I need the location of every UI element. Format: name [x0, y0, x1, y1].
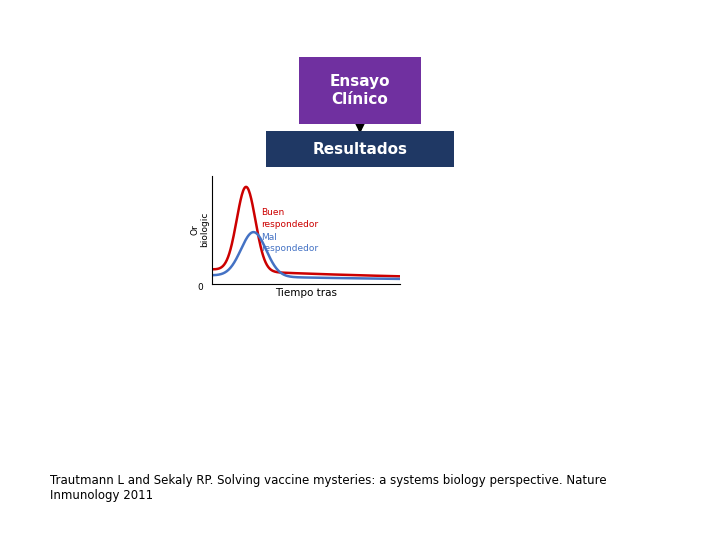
- X-axis label: Tiempo tras: Tiempo tras: [275, 288, 337, 298]
- Text: Trautmann L and Sekaly RP. Solving vaccine mysteries: a systems biology perspect: Trautmann L and Sekaly RP. Solving vacci…: [50, 474, 607, 502]
- Text: Ensayo
Clínico: Ensayo Clínico: [330, 74, 390, 106]
- Text: 0: 0: [197, 284, 203, 293]
- Y-axis label: Or
biologic: Or biologic: [190, 212, 210, 247]
- Text: respondedor: respondedor: [261, 220, 318, 228]
- Text: Resultados: Resultados: [312, 141, 408, 157]
- Text: Buen: Buen: [261, 208, 284, 217]
- Text: respondedor: respondedor: [261, 244, 318, 253]
- Text: Mal: Mal: [261, 233, 277, 242]
